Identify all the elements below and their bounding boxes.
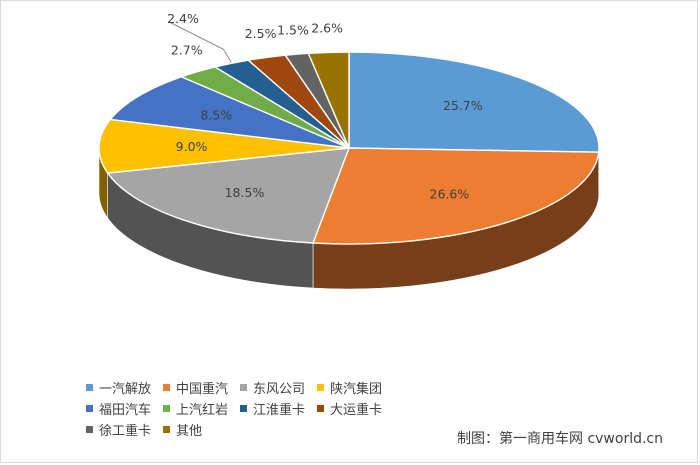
- data-label-9: 1.5%: [277, 22, 309, 37]
- legend-swatch: [163, 426, 171, 433]
- legend-swatch: [86, 405, 93, 412]
- legend-item: 福田汽车: [86, 399, 151, 418]
- credit-text: 制图：第一商用车网 cvworld.cn: [457, 431, 664, 447]
- data-label-5: 8.5%: [200, 107, 232, 122]
- legend-item: 陕汽集团: [317, 378, 382, 397]
- data-label-7: 2.4%: [167, 11, 199, 26]
- slice-1: [348, 51, 600, 153]
- legend-label: 大运重卡: [330, 403, 383, 418]
- data-label-6: 2.7%: [171, 42, 203, 57]
- legend-item: 徐工重卡: [86, 420, 151, 439]
- legend-label: 徐工重卡: [99, 424, 152, 439]
- legend-swatch: [317, 405, 325, 412]
- legend-item: 江淮重卡: [240, 399, 305, 418]
- legend-label: 东风公司: [253, 382, 306, 397]
- legend-label: 陕汽集团: [330, 382, 383, 397]
- legend-swatch: [86, 426, 93, 433]
- legend-label: 江淮重卡: [253, 403, 306, 418]
- legend-item: 一汽解放: [86, 378, 151, 397]
- legend-item: 其他: [163, 420, 228, 439]
- legend-label: 其他: [176, 424, 203, 439]
- legend-swatch: [163, 405, 171, 412]
- legend-swatch: [240, 405, 248, 412]
- data-label-2: 26.6%: [430, 187, 470, 202]
- legend-label: 福田汽车: [99, 403, 152, 418]
- legend-swatch: [163, 384, 171, 391]
- legend-swatch: [240, 384, 248, 391]
- legend-label: 上汽红岩: [176, 403, 229, 418]
- data-label-10: 2.6%: [311, 20, 343, 35]
- legend-swatch: [317, 384, 325, 391]
- pie-chart: 25.7% 26.6% 18.5% 9.0% 8.5% 2.7% 2.4% 2.5% 1.5% 2…: [98, 11, 600, 290]
- legend-item: 东风公司: [240, 378, 305, 397]
- leader-line-7: [169, 21, 232, 63]
- legend-item: 大运重卡: [317, 399, 382, 418]
- data-label-8: 2.5%: [245, 26, 277, 41]
- data-label-1: 25.7%: [443, 98, 483, 113]
- slice-10: [307, 51, 350, 149]
- slice-2: [312, 147, 600, 245]
- legend-swatch: [86, 384, 93, 391]
- legend-item: 中国重汽: [163, 378, 228, 397]
- legend-item: 上汽红岩: [163, 399, 228, 418]
- data-label-3: 18.5%: [225, 185, 265, 200]
- legend: 一汽解放 中国重汽 东风公司 陕汽集团福田汽车 上汽红岩 江淮重卡 大运重卡徐工重卡 其他: [86, 378, 506, 439]
- slice-4: [98, 118, 350, 174]
- slice-3: [106, 147, 351, 244]
- legend-label: 一汽解放: [99, 382, 152, 397]
- data-label-4: 9.0%: [176, 139, 208, 154]
- legend-label: 中国重汽: [176, 382, 229, 397]
- slice-5: [108, 76, 350, 149]
